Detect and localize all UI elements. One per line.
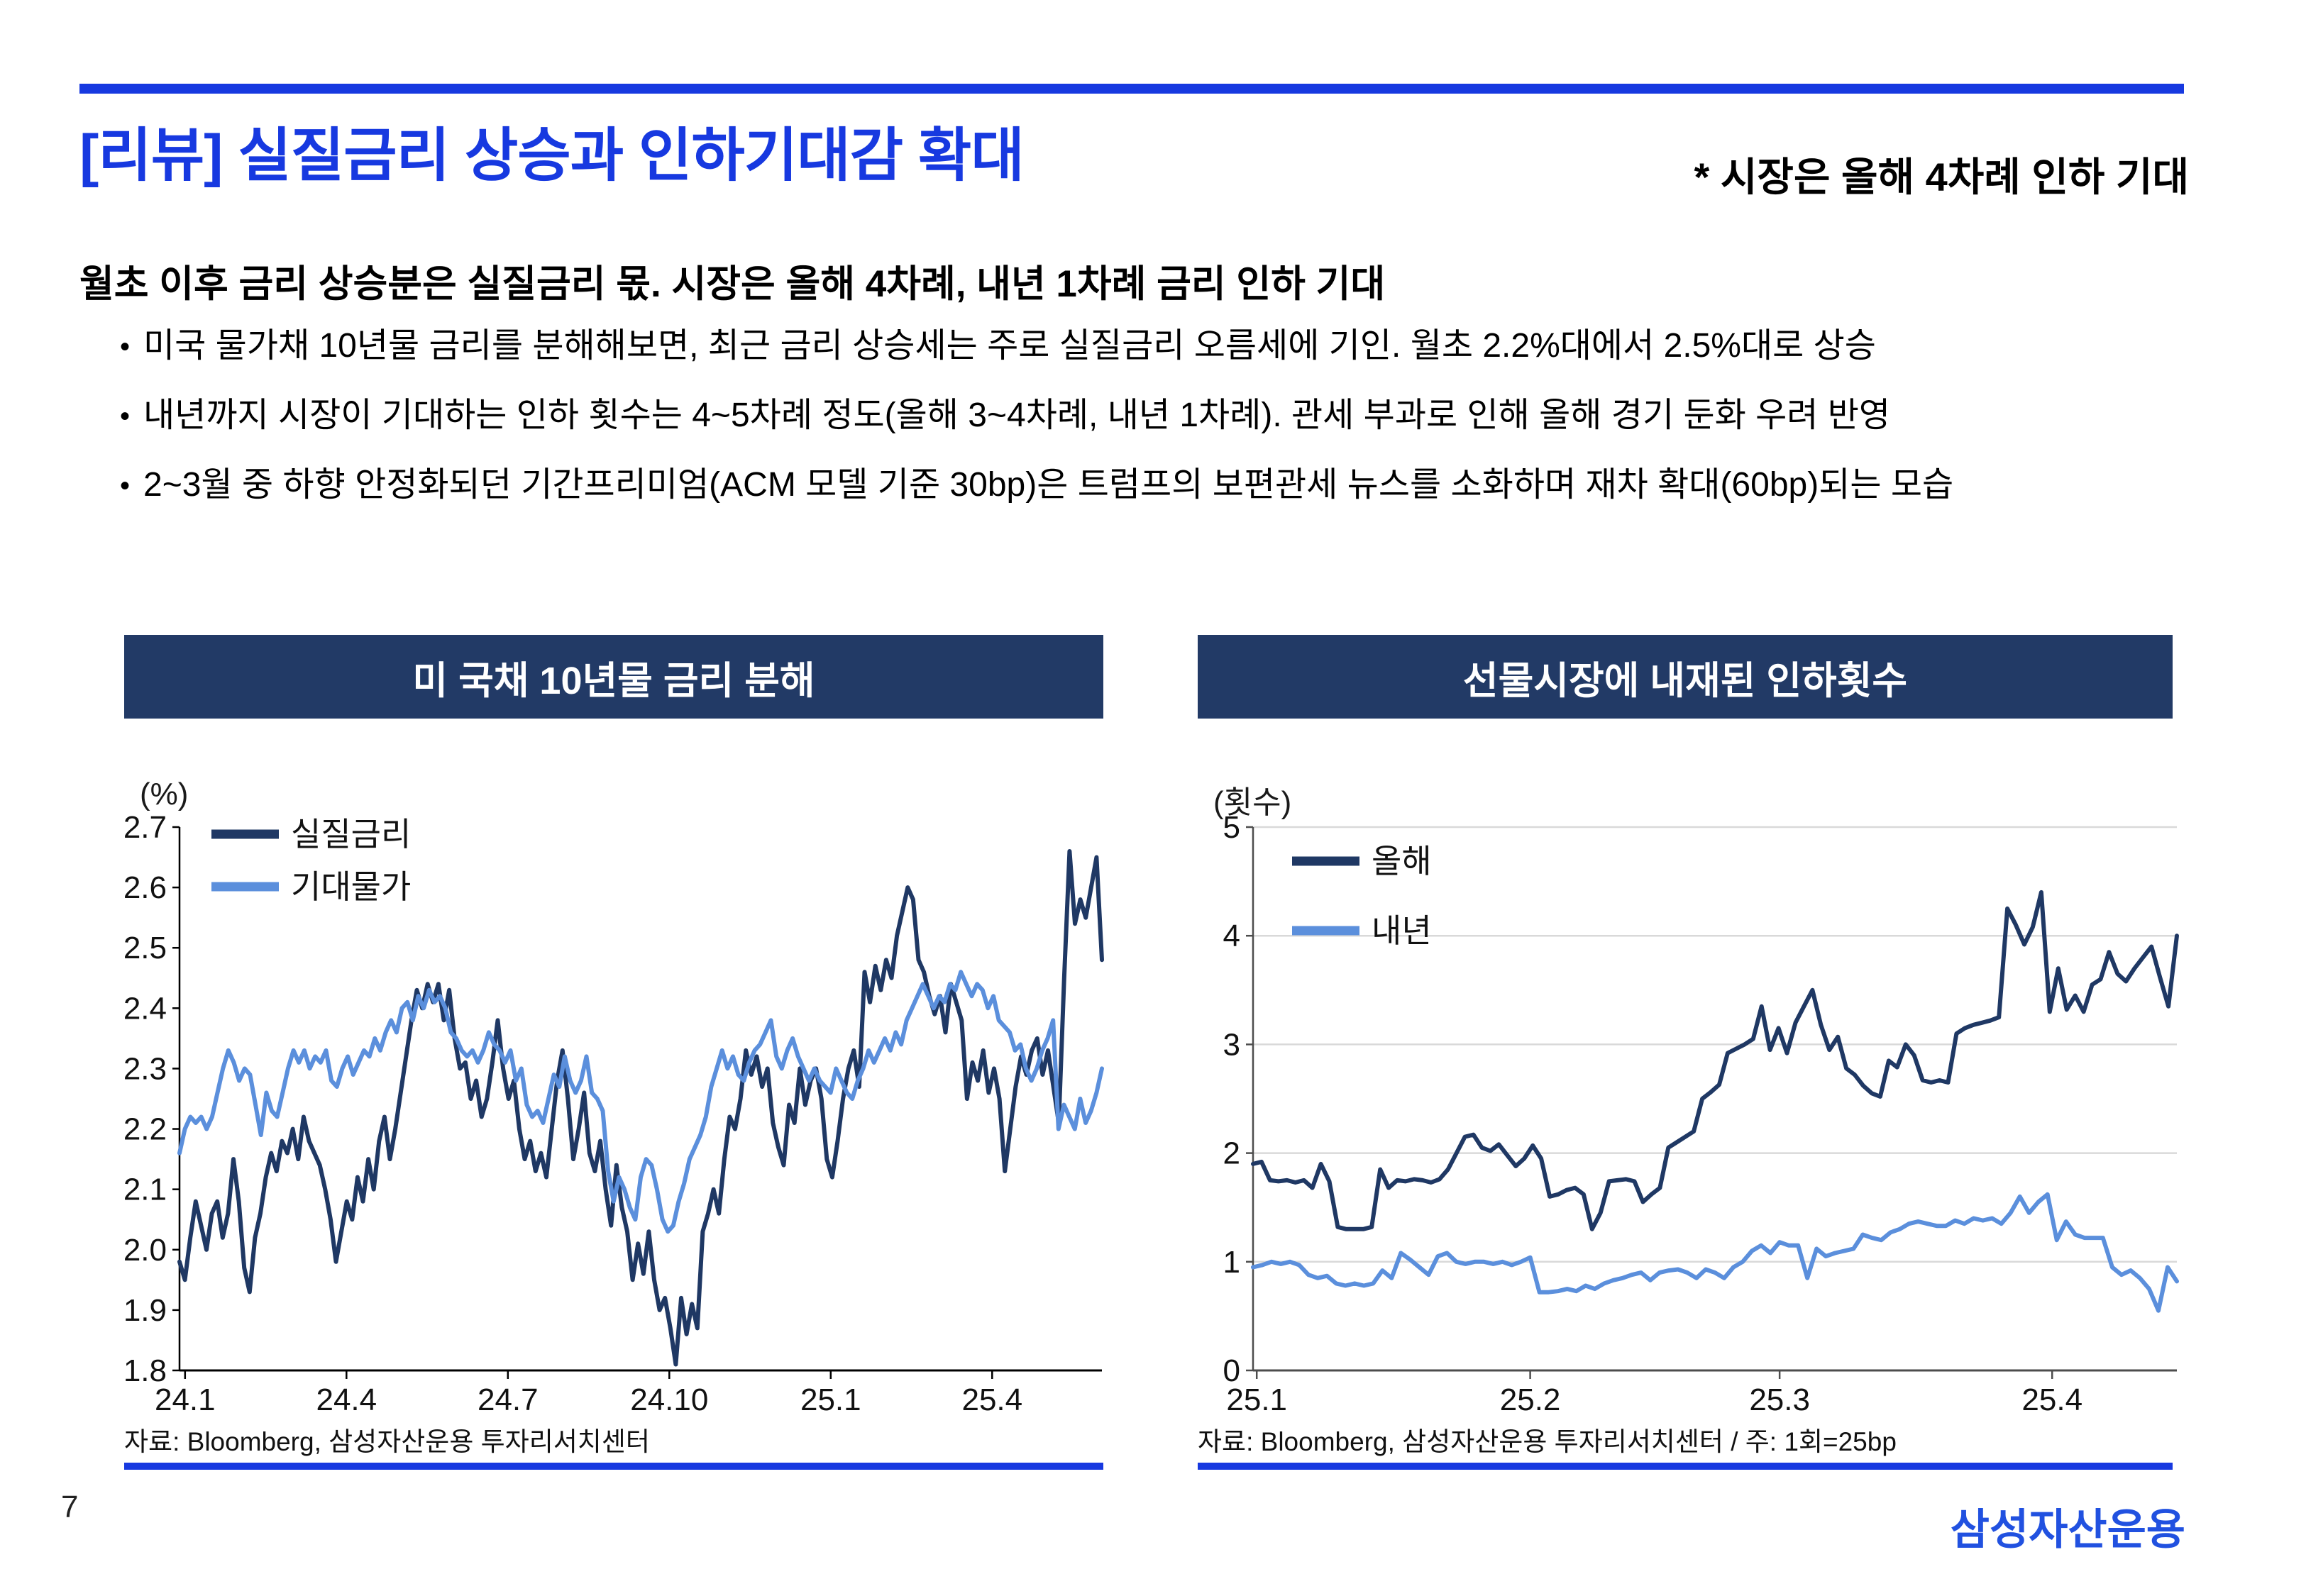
x-tick-label: 25.1 bbox=[800, 1382, 861, 1413]
y-tick-label: 2 bbox=[1223, 1136, 1240, 1171]
chart-unit-label: (%) bbox=[140, 777, 189, 811]
y-tick-label: 4 bbox=[1223, 919, 1240, 953]
bullet-marker: • bbox=[119, 470, 130, 501]
legend-label-1: 내년 bbox=[1372, 912, 1432, 949]
bullet-list: • 미국 물가채 10년물 금리를 분해해보면, 최근 금리 상승세는 주로 실… bbox=[106, 328, 2221, 536]
y-tick-label: 2.1 bbox=[124, 1173, 167, 1207]
bullet-item: • 미국 물가채 10년물 금리를 분해해보면, 최근 금리 상승세는 주로 실… bbox=[106, 328, 2221, 365]
x-tick-label: 24.7 bbox=[478, 1382, 539, 1413]
y-tick-label: 0 bbox=[1223, 1353, 1240, 1388]
chart-canvas-left: 1.8 1.9 2.0 2.1 2.2 2.3 2.4 2.5 2.6 2.7 24.1 24.4 24… bbox=[123, 809, 1110, 1417]
y-tick-label: 2.2 bbox=[124, 1112, 167, 1147]
y-tick-label: 2.6 bbox=[124, 870, 167, 905]
legend-label-0: 실질금리 bbox=[291, 816, 411, 853]
x-tick-label: 24.4 bbox=[316, 1382, 377, 1413]
page-title: [리뷰] 실질금리 상승과 인하기대감 확대 bbox=[79, 123, 1025, 188]
company-logo: 삼성자산운용 bbox=[1950, 1506, 2185, 1553]
page-number: 7 bbox=[61, 1490, 79, 1524]
chart-underline bbox=[1198, 1463, 2173, 1470]
y-tick-label: 2.7 bbox=[124, 810, 167, 845]
bullet-marker: • bbox=[119, 331, 130, 362]
y-tick-label: 2.5 bbox=[124, 931, 167, 965]
bullet-text: 미국 물가채 10년물 금리를 분해해보면, 최근 금리 상승세는 주로 실질금… bbox=[143, 327, 1876, 365]
bullet-item: • 내년까지 시장이 기대하는 인하 횟수는 4~5차례 정도(올해 3~4차례… bbox=[106, 397, 2221, 434]
title-note: * 시장은 올해 4차례 인하 기대 bbox=[1694, 155, 2189, 199]
chart-underline bbox=[124, 1463, 1103, 1470]
chart-source: 자료: Bloomberg, 삼성자산운용 투자리서치센터 bbox=[124, 1427, 650, 1456]
y-tick-label: 2.3 bbox=[124, 1051, 167, 1086]
series-line-0 bbox=[1251, 890, 2179, 1231]
y-tick-label: 1.9 bbox=[124, 1293, 167, 1328]
chart-unit-label: (횟수) bbox=[1213, 785, 1292, 820]
chart-source: 자료: Bloomberg, 삼성자산운용 투자리서치센터 / 주: 1회=25… bbox=[1198, 1427, 1897, 1456]
chart-svg: 1.8 1.9 2.0 2.1 2.2 2.3 2.4 2.5 2.6 2.7 24.1 24.4 24… bbox=[123, 810, 1104, 1417]
y-tick-label: 3 bbox=[1223, 1027, 1240, 1062]
y-tick-label: 1.8 bbox=[124, 1353, 167, 1388]
series-line-1 bbox=[1251, 1192, 2179, 1313]
section-heading: 월초 이후 금리 상승분은 실질금리 몫. 시장은 올해 4차례, 내년 1차례… bbox=[79, 263, 1386, 305]
bullet-text: 2~3월 중 하향 안정화되던 기간프리미엄(ACM 모델 기준 30bp)은 … bbox=[143, 465, 1954, 504]
chart-panel-implied-cuts: 선물시장에 내재된 인하횟수 (횟수) 0 1 2 3 4 5 25.1 25.2 25.3 25… bbox=[1198, 635, 2185, 1472]
y-tick-label: 2.0 bbox=[124, 1233, 167, 1268]
bullet-item: • 2~3월 중 하향 안정화되던 기간프리미엄(ACM 모델 기준 30bp)… bbox=[106, 465, 2221, 504]
y-tick-label: 5 bbox=[1223, 810, 1240, 845]
series-line-1 bbox=[177, 970, 1104, 1234]
bullet-text: 내년까지 시장이 기대하는 인하 횟수는 4~5차례 정도(올해 3~4차례, … bbox=[143, 396, 1891, 434]
x-tick-label: 25.1 bbox=[1226, 1382, 1287, 1413]
x-tick-label: 25.2 bbox=[1500, 1382, 1561, 1413]
x-tick-label: 24.10 bbox=[630, 1382, 708, 1413]
legend-label-1: 기대물가 bbox=[291, 868, 411, 905]
legend-label-0: 올해 bbox=[1372, 843, 1432, 880]
chart-panel-treasury-decomposition: 미 국채 10년물 금리 분해 (%) 1.8 1.9 2.0 2.1 2.2 2.3 2.… bbox=[123, 635, 1110, 1472]
chart-header: 선물시장에 내재된 인하횟수 bbox=[1198, 635, 2173, 719]
bullet-marker: • bbox=[119, 400, 130, 432]
x-tick-label: 24.1 bbox=[155, 1382, 216, 1413]
chart-header: 미 국채 10년물 금리 분해 bbox=[124, 635, 1103, 719]
x-tick-label: 25.3 bbox=[1749, 1382, 1810, 1413]
series-line-0 bbox=[177, 849, 1104, 1367]
y-tick-label: 1 bbox=[1223, 1245, 1240, 1280]
top-accent-rule bbox=[79, 84, 2184, 94]
y-tick-label: 2.4 bbox=[124, 991, 167, 1026]
x-tick-label: 25.4 bbox=[2021, 1382, 2082, 1413]
x-tick-label: 25.4 bbox=[961, 1382, 1022, 1413]
